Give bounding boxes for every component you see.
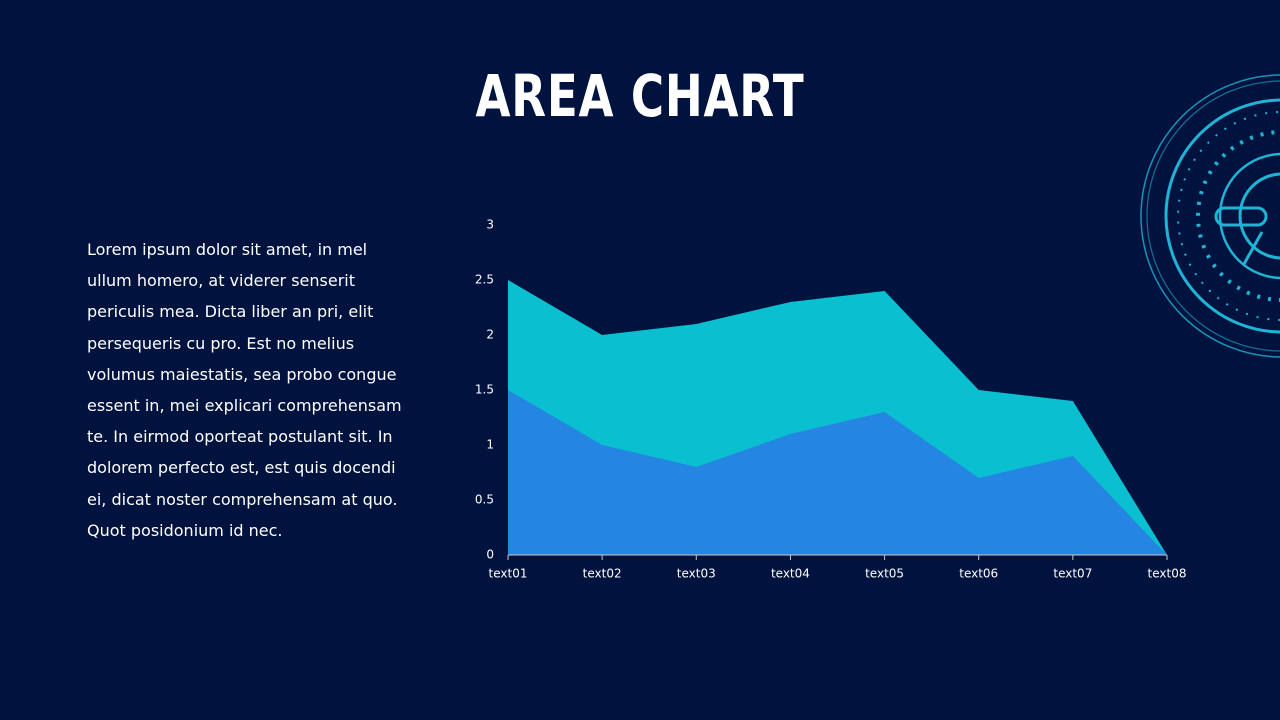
x-tick-label: text02 (583, 567, 622, 581)
decoration (1140, 74, 1280, 358)
y-tick-label: 1.5 (475, 383, 494, 397)
x-tick-label: text07 (1053, 567, 1092, 581)
y-tick-label: 0 (486, 548, 494, 562)
chart-title: AREA CHART (475, 62, 805, 130)
x-tick-label: text04 (771, 567, 810, 581)
body-text: Lorem ipsum dolor sit amet, in mel ullum… (87, 240, 402, 540)
y-tick-label: 2.5 (475, 273, 494, 287)
x-tick-label: text03 (677, 567, 716, 581)
x-tick-label: text08 (1148, 567, 1187, 581)
x-tick-label: text06 (959, 567, 998, 581)
x-tick-label: text01 (489, 567, 528, 581)
y-tick-label: 3 (486, 218, 494, 232)
area (508, 390, 1167, 555)
y-tick-label: 1 (486, 438, 494, 452)
y-tick-label: 0.5 (475, 493, 494, 507)
x-tick-label: text05 (865, 567, 904, 581)
y-tick-label: 2 (486, 328, 494, 342)
